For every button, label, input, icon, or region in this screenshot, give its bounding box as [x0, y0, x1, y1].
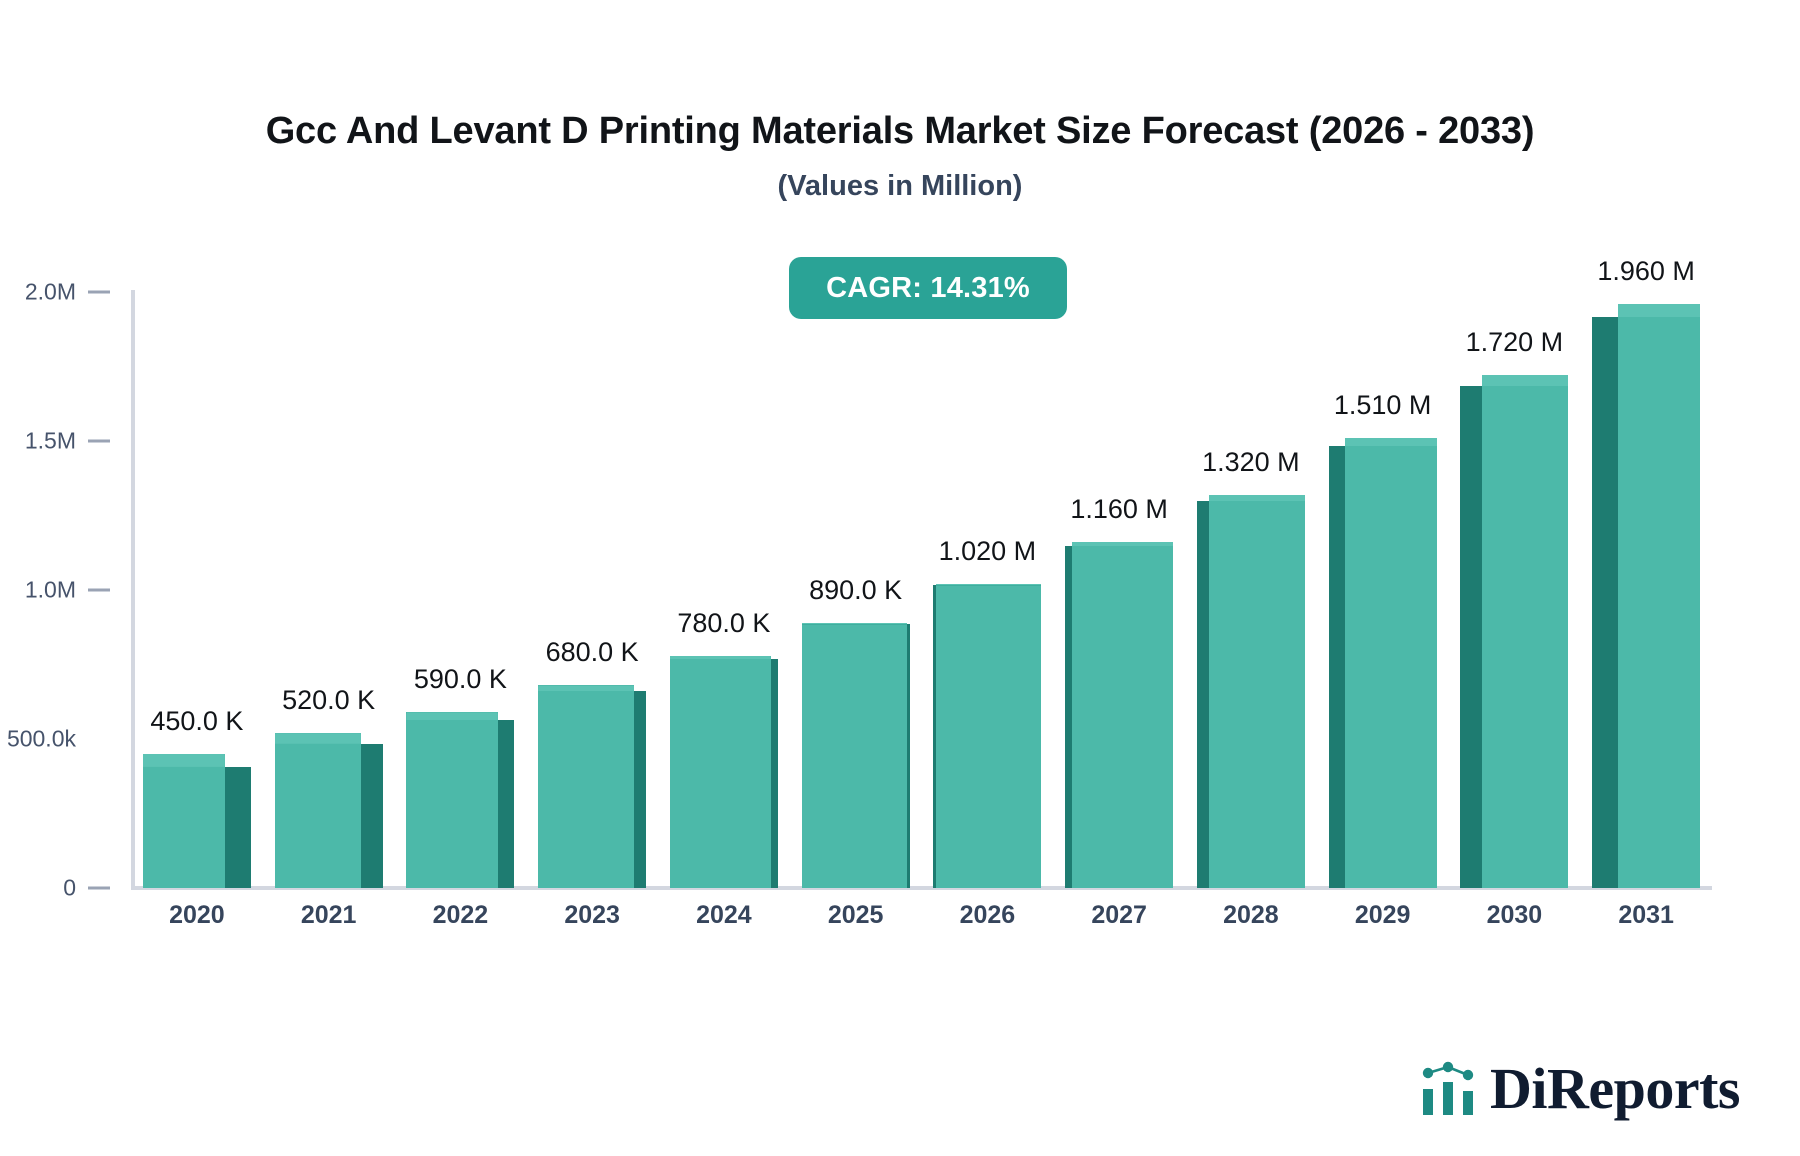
- bar-side-face: [497, 720, 515, 888]
- bar-front-face: [142, 753, 225, 888]
- bar-value-label: 520.0 K: [282, 685, 376, 716]
- bar[interactable]: [1460, 375, 1569, 888]
- brand-logo: DiReports: [1420, 1056, 1741, 1121]
- bar-top-face: [1481, 375, 1569, 387]
- bar[interactable]: [1065, 542, 1174, 888]
- bar[interactable]: [669, 655, 778, 888]
- bar-top-face: [406, 712, 498, 721]
- x-axis-label: 2022: [432, 901, 489, 929]
- cagr-badge: CAGR: 14.31%: [789, 257, 1067, 319]
- bar[interactable]: [933, 584, 1042, 888]
- y-axis-tick-label: 1.5M: [24, 427, 76, 454]
- bar-front-face: [1345, 438, 1437, 888]
- x-axis-label: 2027: [1091, 901, 1147, 929]
- bar-top-face: [1618, 303, 1701, 317]
- y-axis-tick: 1.0M: [0, 577, 110, 604]
- bar-front-face: [801, 622, 908, 888]
- bar-front-face: [1072, 542, 1174, 888]
- bar-value-label: 1.020 M: [938, 536, 1037, 567]
- bar-value-label: 780.0 K: [677, 607, 771, 638]
- bar-top-face: [1072, 542, 1174, 546]
- y-axis-tick-label: 0: [63, 874, 76, 901]
- chart-subtitle: (Values in Million): [777, 170, 1023, 202]
- bar-value-label: 450.0 K: [150, 705, 244, 736]
- y-axis-tick: 0: [0, 875, 110, 902]
- bar-top-face: [1208, 494, 1305, 501]
- bar[interactable]: [1592, 303, 1701, 888]
- bar-top-face: [935, 584, 1042, 586]
- bar[interactable]: [801, 622, 910, 888]
- x-axis-line: [131, 886, 1712, 890]
- y-axis-tick-mark: [88, 290, 110, 294]
- bar-value-label: 1.320 M: [1202, 446, 1300, 477]
- y-axis-tick: 1.5M: [0, 428, 110, 455]
- y-axis-tick: 500.0k: [0, 726, 110, 753]
- y-axis-tick-label: 500.0k: [6, 725, 76, 752]
- bar-top-face: [274, 733, 362, 744]
- x-axis-label: 2020: [169, 901, 225, 929]
- chart-title: Gcc And Levant D Printing Materials Mark…: [265, 110, 1535, 152]
- y-axis-tick-label: 1.0M: [24, 576, 76, 603]
- bar[interactable]: [1328, 438, 1437, 888]
- y-axis-tick-label: 2.0M: [24, 278, 76, 305]
- bar-front-face: [1481, 375, 1569, 888]
- bar-side-face: [933, 585, 936, 888]
- bar-front-face: [669, 655, 771, 888]
- bar-side-face: [907, 623, 910, 888]
- bar-top-face: [142, 753, 225, 767]
- bar-value-label: 680.0 K: [545, 637, 639, 668]
- bar-side-face: [634, 691, 647, 888]
- bar[interactable]: [142, 753, 251, 888]
- bar-top-face: [669, 655, 771, 660]
- y-axis-line: [131, 290, 135, 890]
- y-axis-tick-mark: [88, 588, 110, 592]
- x-axis-label: 2024: [696, 901, 752, 929]
- bar-value-label: 1.720 M: [1465, 327, 1564, 358]
- bar-chart-icon: [1422, 1061, 1474, 1115]
- x-axis-label: 2028: [1223, 901, 1279, 929]
- brand-logo-text: DiReports: [1489, 1056, 1741, 1121]
- bar-value-label: 1.160 M: [1070, 494, 1168, 525]
- bar-front-face: [1618, 303, 1701, 888]
- bar[interactable]: [538, 685, 647, 888]
- bar-side-face: [770, 659, 778, 888]
- bar-front-face: [274, 733, 362, 888]
- bar-side-face: [1065, 545, 1073, 888]
- x-axis-label: 2029: [1354, 901, 1411, 929]
- bar-front-face: [538, 685, 635, 888]
- bar-side-face: [361, 743, 383, 888]
- bar-top-face: [1345, 438, 1437, 447]
- x-axis-label: 2026: [959, 901, 1016, 929]
- bar-side-face: [1592, 316, 1619, 888]
- x-axis-label: 2031: [1618, 901, 1674, 929]
- cagr-badge-label: CAGR: 14.31%: [826, 271, 1030, 304]
- bar-front-face: [406, 712, 498, 888]
- bar-front-face: [1208, 494, 1305, 888]
- y-axis-tick-mark: [88, 886, 110, 890]
- bar-value-label: 590.0 K: [413, 664, 507, 695]
- x-axis-label: 2021: [300, 901, 357, 929]
- bar-side-face: [224, 766, 251, 888]
- bar[interactable]: [406, 712, 515, 888]
- bar-top-face: [538, 685, 635, 692]
- bar-value-label: 1.960 M: [1597, 255, 1695, 286]
- x-axis-label: 2025: [827, 901, 884, 929]
- y-axis-tick: 2.0M: [0, 279, 110, 306]
- bar-side-face: [1328, 446, 1346, 888]
- bar-top-face: [801, 622, 908, 624]
- bar-value-label: 890.0 K: [809, 574, 903, 605]
- x-axis-label: 2030: [1486, 901, 1543, 929]
- x-axis-label: 2023: [564, 901, 620, 929]
- bar[interactable]: [274, 733, 383, 888]
- bar-side-face: [1460, 386, 1482, 888]
- bar-front-face: [935, 584, 1042, 888]
- y-axis-tick-mark: [88, 439, 110, 443]
- bar-side-face: [1196, 500, 1209, 888]
- bar[interactable]: [1196, 494, 1305, 888]
- bar-value-label: 1.510 M: [1333, 390, 1432, 421]
